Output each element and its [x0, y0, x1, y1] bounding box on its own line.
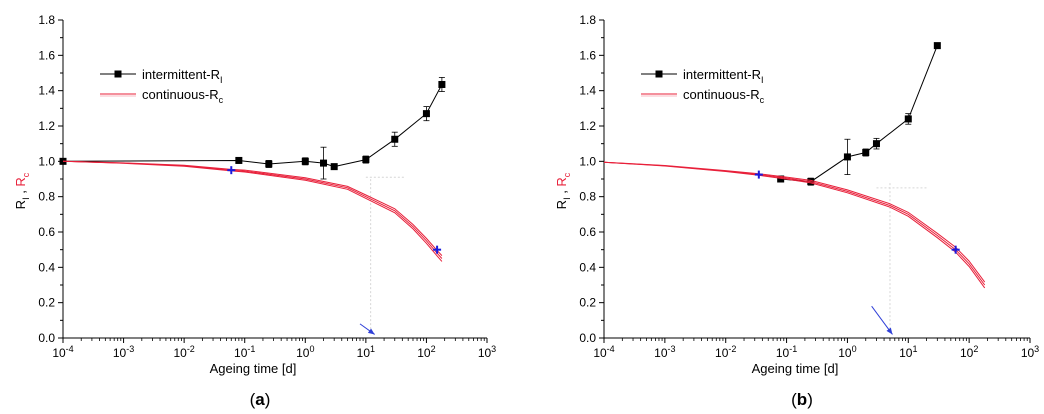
- y-axis-title: RI , Rc: [554, 172, 572, 209]
- x-tick-label: 10-3: [654, 344, 675, 360]
- x-tick-label: 102: [417, 344, 435, 360]
- y-tick-label: 0.6: [579, 225, 596, 239]
- panel-label: (b): [791, 390, 813, 409]
- y-tick-label: 1.6: [38, 48, 55, 62]
- x-tick-label: 101: [899, 344, 917, 360]
- data-point: [330, 163, 338, 171]
- legend-entry-continuous: continuous-Rc: [142, 87, 224, 105]
- data-point: [862, 149, 870, 156]
- x-tick-label: 101: [357, 344, 375, 360]
- data-point: [843, 153, 851, 161]
- y-tick-label: 0.0: [579, 331, 596, 345]
- y-tick-label: 1.4: [38, 84, 55, 98]
- y-tick-label: 0.6: [38, 225, 55, 239]
- panel-label: (a): [250, 390, 271, 409]
- intermittent-series-line: [780, 45, 938, 183]
- continuous-series-line: [603, 161, 986, 289]
- continuous-series-line: [62, 160, 443, 256]
- data-point: [904, 115, 912, 123]
- legend-entry-intermittent: intermittent-RI: [683, 67, 764, 85]
- legend-entry-continuous: continuous-Rc: [683, 87, 765, 105]
- y-tick-label: 1.8: [579, 13, 596, 27]
- data-point: [265, 160, 273, 168]
- x-tick-label: 10-2: [715, 344, 736, 360]
- x-tick-label: 10-1: [234, 344, 255, 360]
- chart-panel-a: 0.0 0.2 0.4 0.6 0.8 1.0 1.2 1.4 1.6 1.8 10-4 10-3 10…: [13, 13, 496, 409]
- data-point: [301, 157, 309, 165]
- y-tick-label: 0.4: [38, 260, 55, 274]
- y-axis-title: RI , Rc: [13, 172, 31, 209]
- x-tick-label: 10-4: [593, 344, 614, 360]
- y-tick-label: 0.8: [579, 190, 596, 204]
- data-point: [777, 175, 785, 183]
- data-point: [235, 156, 243, 164]
- y-tick-label: 0.4: [579, 260, 596, 274]
- x-tick-label: 103: [1021, 344, 1039, 360]
- y-tick-label: 0.2: [38, 296, 55, 310]
- x-tick-label: 10-3: [113, 344, 134, 360]
- legend-swatch-marker: [655, 70, 663, 78]
- y-tick-label: 0.8: [38, 190, 55, 204]
- x-tick-label: 10-2: [173, 344, 194, 360]
- chart-panel-b: 0.0 0.2 0.4 0.6 0.8 1.0 1.2 1.4 1.6 1.8 10-4 10-3 10…: [554, 13, 1039, 409]
- x-tick-label: 10-1: [776, 344, 797, 360]
- data-point: [933, 42, 941, 50]
- x-axis-title: Ageing time [d]: [752, 361, 839, 376]
- data-point: [391, 135, 399, 143]
- data-point: [438, 80, 446, 88]
- x-tick-label: 102: [960, 344, 978, 360]
- continuous-series-line: [62, 160, 443, 262]
- y-tick-label: 0.0: [38, 331, 55, 345]
- x-axis-title: Ageing time [d]: [210, 361, 297, 376]
- intermittent-series-line: [62, 84, 443, 168]
- y-tick-label: 1.0: [579, 154, 596, 168]
- x-tick-label: 103: [478, 344, 496, 360]
- y-tick-label: 0.2: [579, 296, 596, 310]
- legend-swatch-marker: [114, 70, 122, 78]
- data-point: [362, 156, 370, 164]
- data-point: [320, 159, 328, 167]
- y-tick-label: 1.6: [579, 48, 596, 62]
- arrow-head: [367, 328, 375, 335]
- x-tick-label: 100: [296, 344, 314, 360]
- continuous-series-line: [62, 160, 443, 259]
- y-tick-label: 1.2: [579, 119, 596, 133]
- x-tick-label: 100: [838, 344, 856, 360]
- data-point: [422, 110, 430, 118]
- arrow-head: [886, 327, 893, 335]
- y-tick-label: 1.8: [38, 13, 55, 27]
- y-tick-label: 1.0: [38, 154, 55, 168]
- data-point: [872, 140, 880, 148]
- x-tick-label: 10-4: [52, 344, 73, 360]
- legend-entry-intermittent: intermittent-RI: [142, 67, 223, 85]
- y-tick-label: 1.4: [579, 84, 596, 98]
- y-tick-label: 1.2: [38, 119, 55, 133]
